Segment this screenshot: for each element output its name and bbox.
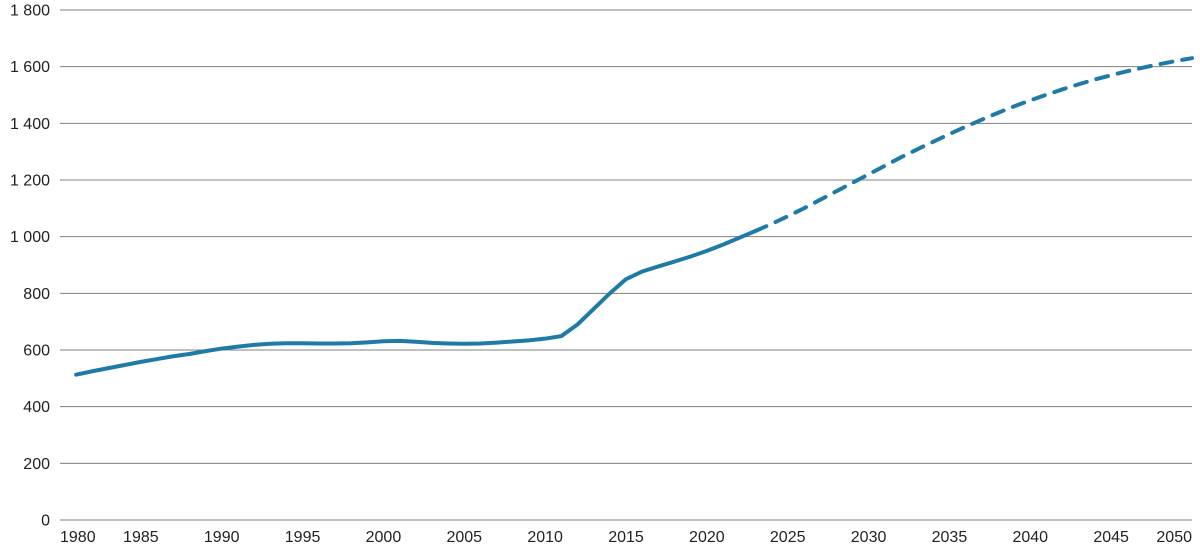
y-tick-label: 1 800 xyxy=(10,3,50,20)
x-tick-label: 2005 xyxy=(446,529,482,546)
x-tick-label: 2015 xyxy=(608,529,644,546)
x-tick-label: 1995 xyxy=(285,529,321,546)
chart-bg xyxy=(0,0,1200,558)
y-tick-label: 200 xyxy=(23,456,50,473)
x-tick-label: 1980 xyxy=(60,529,96,546)
x-tick-label: 1985 xyxy=(123,529,159,546)
x-tick-label: 2045 xyxy=(1093,529,1129,546)
y-tick-label: 600 xyxy=(23,343,50,360)
y-tick-label: 1 600 xyxy=(10,59,50,76)
y-tick-label: 1 400 xyxy=(10,116,50,133)
x-tick-label: 2050 xyxy=(1156,529,1192,546)
line-chart: 0 200 400 600 800 1 000 1 200 1 400 1 600 1 800 19… xyxy=(0,0,1200,558)
y-tick-label: 1 200 xyxy=(10,173,50,190)
x-tick-label: 2000 xyxy=(366,529,402,546)
x-tick-label: 2035 xyxy=(932,529,968,546)
x-tick-label: 2040 xyxy=(1012,529,1048,546)
x-tick-label: 2025 xyxy=(770,529,806,546)
x-tick-label: 2010 xyxy=(527,529,563,546)
y-tick-label: 0 xyxy=(41,513,50,530)
y-tick-label: 1 000 xyxy=(10,229,50,246)
y-tick-label: 800 xyxy=(23,286,50,303)
x-tick-label: 2020 xyxy=(689,529,725,546)
y-tick-label: 400 xyxy=(23,399,50,416)
x-tick-label: 1990 xyxy=(204,529,240,546)
x-tick-label: 2030 xyxy=(851,529,887,546)
